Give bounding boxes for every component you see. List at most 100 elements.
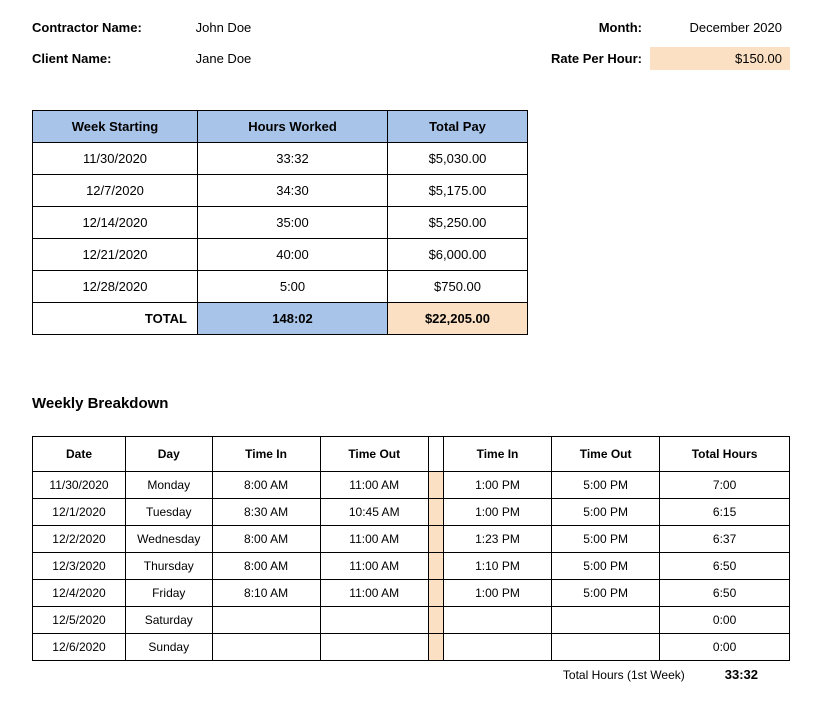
header-row-1: Contractor Name: John Doe Month: Decembe… — [32, 16, 790, 39]
breakdown-date: 12/4/2020 — [33, 580, 126, 607]
breakdown-day: Friday — [126, 580, 213, 607]
summary-week: 12/28/2020 — [33, 271, 198, 303]
breakdown-in2: 1:00 PM — [443, 499, 551, 526]
client-field: Client Name: Jane Doe — [32, 51, 251, 66]
breakdown-day: Sunday — [126, 634, 213, 661]
breakdown-col-date: Date — [33, 437, 126, 472]
summary-col-hours: Hours Worked — [198, 111, 388, 143]
breakdown-table: Date Day Time In Time Out Time In Time O… — [32, 436, 790, 661]
month-label: Month: — [599, 20, 642, 35]
breakdown-footer: Total Hours (1st Week) 33:32 — [32, 667, 790, 682]
summary-col-pay: Total Pay — [388, 111, 528, 143]
summary-row: 12/7/2020 34:30 $5,175.00 — [33, 175, 528, 207]
breakdown-col-out2: Time Out — [552, 437, 660, 472]
breakdown-out2: 5:00 PM — [552, 526, 660, 553]
breakdown-separator — [428, 580, 443, 607]
breakdown-separator — [428, 634, 443, 661]
month-value: December 2020 — [650, 16, 790, 39]
month-field: Month: December 2020 — [599, 16, 790, 39]
breakdown-out1: 11:00 AM — [320, 472, 428, 499]
breakdown-row: 12/3/2020 Thursday 8:00 AM 11:00 AM 1:10… — [33, 553, 790, 580]
breakdown-row: 12/4/2020 Friday 8:10 AM 11:00 AM 1:00 P… — [33, 580, 790, 607]
breakdown-in2 — [443, 634, 551, 661]
summary-week: 12/14/2020 — [33, 207, 198, 239]
breakdown-date: 12/6/2020 — [33, 634, 126, 661]
breakdown-section: Weekly Breakdown Date Day Time In Time O… — [32, 395, 790, 682]
breakdown-out1: 11:00 AM — [320, 553, 428, 580]
breakdown-date: 11/30/2020 — [33, 472, 126, 499]
client-label: Client Name: — [32, 51, 192, 66]
breakdown-total: 7:00 — [660, 472, 790, 499]
breakdown-out2: 5:00 PM — [552, 472, 660, 499]
breakdown-col-out1: Time Out — [320, 437, 428, 472]
summary-pay: $5,175.00 — [388, 175, 528, 207]
summary-pay: $6,000.00 — [388, 239, 528, 271]
breakdown-day: Thursday — [126, 553, 213, 580]
summary-total-hours: 148:02 — [198, 303, 388, 335]
breakdown-out1: 11:00 AM — [320, 526, 428, 553]
header-row-2: Client Name: Jane Doe Rate Per Hour: $15… — [32, 47, 790, 70]
summary-week: 12/21/2020 — [33, 239, 198, 271]
summary-pay: $5,030.00 — [388, 143, 528, 175]
breakdown-separator — [428, 437, 443, 472]
contractor-label: Contractor Name: — [32, 20, 192, 35]
summary-hours: 33:32 — [198, 143, 388, 175]
breakdown-in1 — [212, 634, 320, 661]
client-value: Jane Doe — [196, 51, 252, 66]
breakdown-in2: 1:23 PM — [443, 526, 551, 553]
breakdown-in2: 1:00 PM — [443, 580, 551, 607]
breakdown-row: 11/30/2020 Monday 8:00 AM 11:00 AM 1:00 … — [33, 472, 790, 499]
summary-week: 11/30/2020 — [33, 143, 198, 175]
breakdown-total: 6:37 — [660, 526, 790, 553]
breakdown-total: 0:00 — [660, 634, 790, 661]
contractor-field: Contractor Name: John Doe — [32, 20, 251, 35]
breakdown-day: Saturday — [126, 607, 213, 634]
summary-pay: $5,250.00 — [388, 207, 528, 239]
breakdown-total: 0:00 — [660, 607, 790, 634]
breakdown-in1: 8:10 AM — [212, 580, 320, 607]
breakdown-in1 — [212, 607, 320, 634]
breakdown-in1: 8:00 AM — [212, 526, 320, 553]
breakdown-total: 6:15 — [660, 499, 790, 526]
breakdown-in2 — [443, 607, 551, 634]
breakdown-out2: 5:00 PM — [552, 553, 660, 580]
summary-row: 12/21/2020 40:00 $6,000.00 — [33, 239, 528, 271]
breakdown-in1: 8:30 AM — [212, 499, 320, 526]
breakdown-row: 12/5/2020 Saturday 0:00 — [33, 607, 790, 634]
breakdown-day: Wednesday — [126, 526, 213, 553]
summary-hours: 34:30 — [198, 175, 388, 207]
breakdown-in2democracy2: 1:10 PM — [443, 553, 551, 580]
rate-label: Rate Per Hour: — [551, 51, 642, 66]
breakdown-row: 12/1/2020 Tuesday 8:30 AM 10:45 AM 1:00 … — [33, 499, 790, 526]
breakdown-total: 6:50 — [660, 580, 790, 607]
breakdown-col-in1: Time In — [212, 437, 320, 472]
breakdown-date: 12/5/2020 — [33, 607, 126, 634]
breakdown-date: 12/1/2020 — [33, 499, 126, 526]
summary-row: 12/28/2020 5:00 $750.00 — [33, 271, 528, 303]
breakdown-total: 6:50 — [660, 553, 790, 580]
breakdown-row: 12/2/2020 Wednesday 8:00 AM 11:00 AM 1:2… — [33, 526, 790, 553]
summary-total-pay: $22,205.00 — [388, 303, 528, 335]
breakdown-date: 12/3/2020 — [33, 553, 126, 580]
breakdown-out2: 5:00 PM — [552, 580, 660, 607]
summary-row: 12/14/2020 35:00 $5,250.00 — [33, 207, 528, 239]
rate-field: Rate Per Hour: $150.00 — [551, 47, 790, 70]
breakdown-out1: 10:45 AM — [320, 499, 428, 526]
breakdown-separator — [428, 607, 443, 634]
summary-total-row: TOTAL 148:02 $22,205.00 — [33, 303, 528, 335]
summary-section: Week Starting Hours Worked Total Pay 11/… — [32, 110, 790, 335]
breakdown-in1: 8:00 AM — [212, 553, 320, 580]
contractor-value: John Doe — [196, 20, 252, 35]
summary-header-row: Week Starting Hours Worked Total Pay — [33, 111, 528, 143]
rate-value: $150.00 — [650, 47, 790, 70]
breakdown-header-row: Date Day Time In Time Out Time In Time O… — [33, 437, 790, 472]
breakdown-separator — [428, 553, 443, 580]
breakdown-day: Tuesday — [126, 499, 213, 526]
summary-col-week: Week Starting — [33, 111, 198, 143]
breakdown-out1 — [320, 634, 428, 661]
breakdown-in2: 1:00 PM — [443, 472, 551, 499]
breakdown-col-in2: Time In — [443, 437, 551, 472]
breakdown-out2: 5:00 PM — [552, 499, 660, 526]
breakdown-col-day: Day — [126, 437, 213, 472]
breakdown-out1: 11:00 AM — [320, 580, 428, 607]
